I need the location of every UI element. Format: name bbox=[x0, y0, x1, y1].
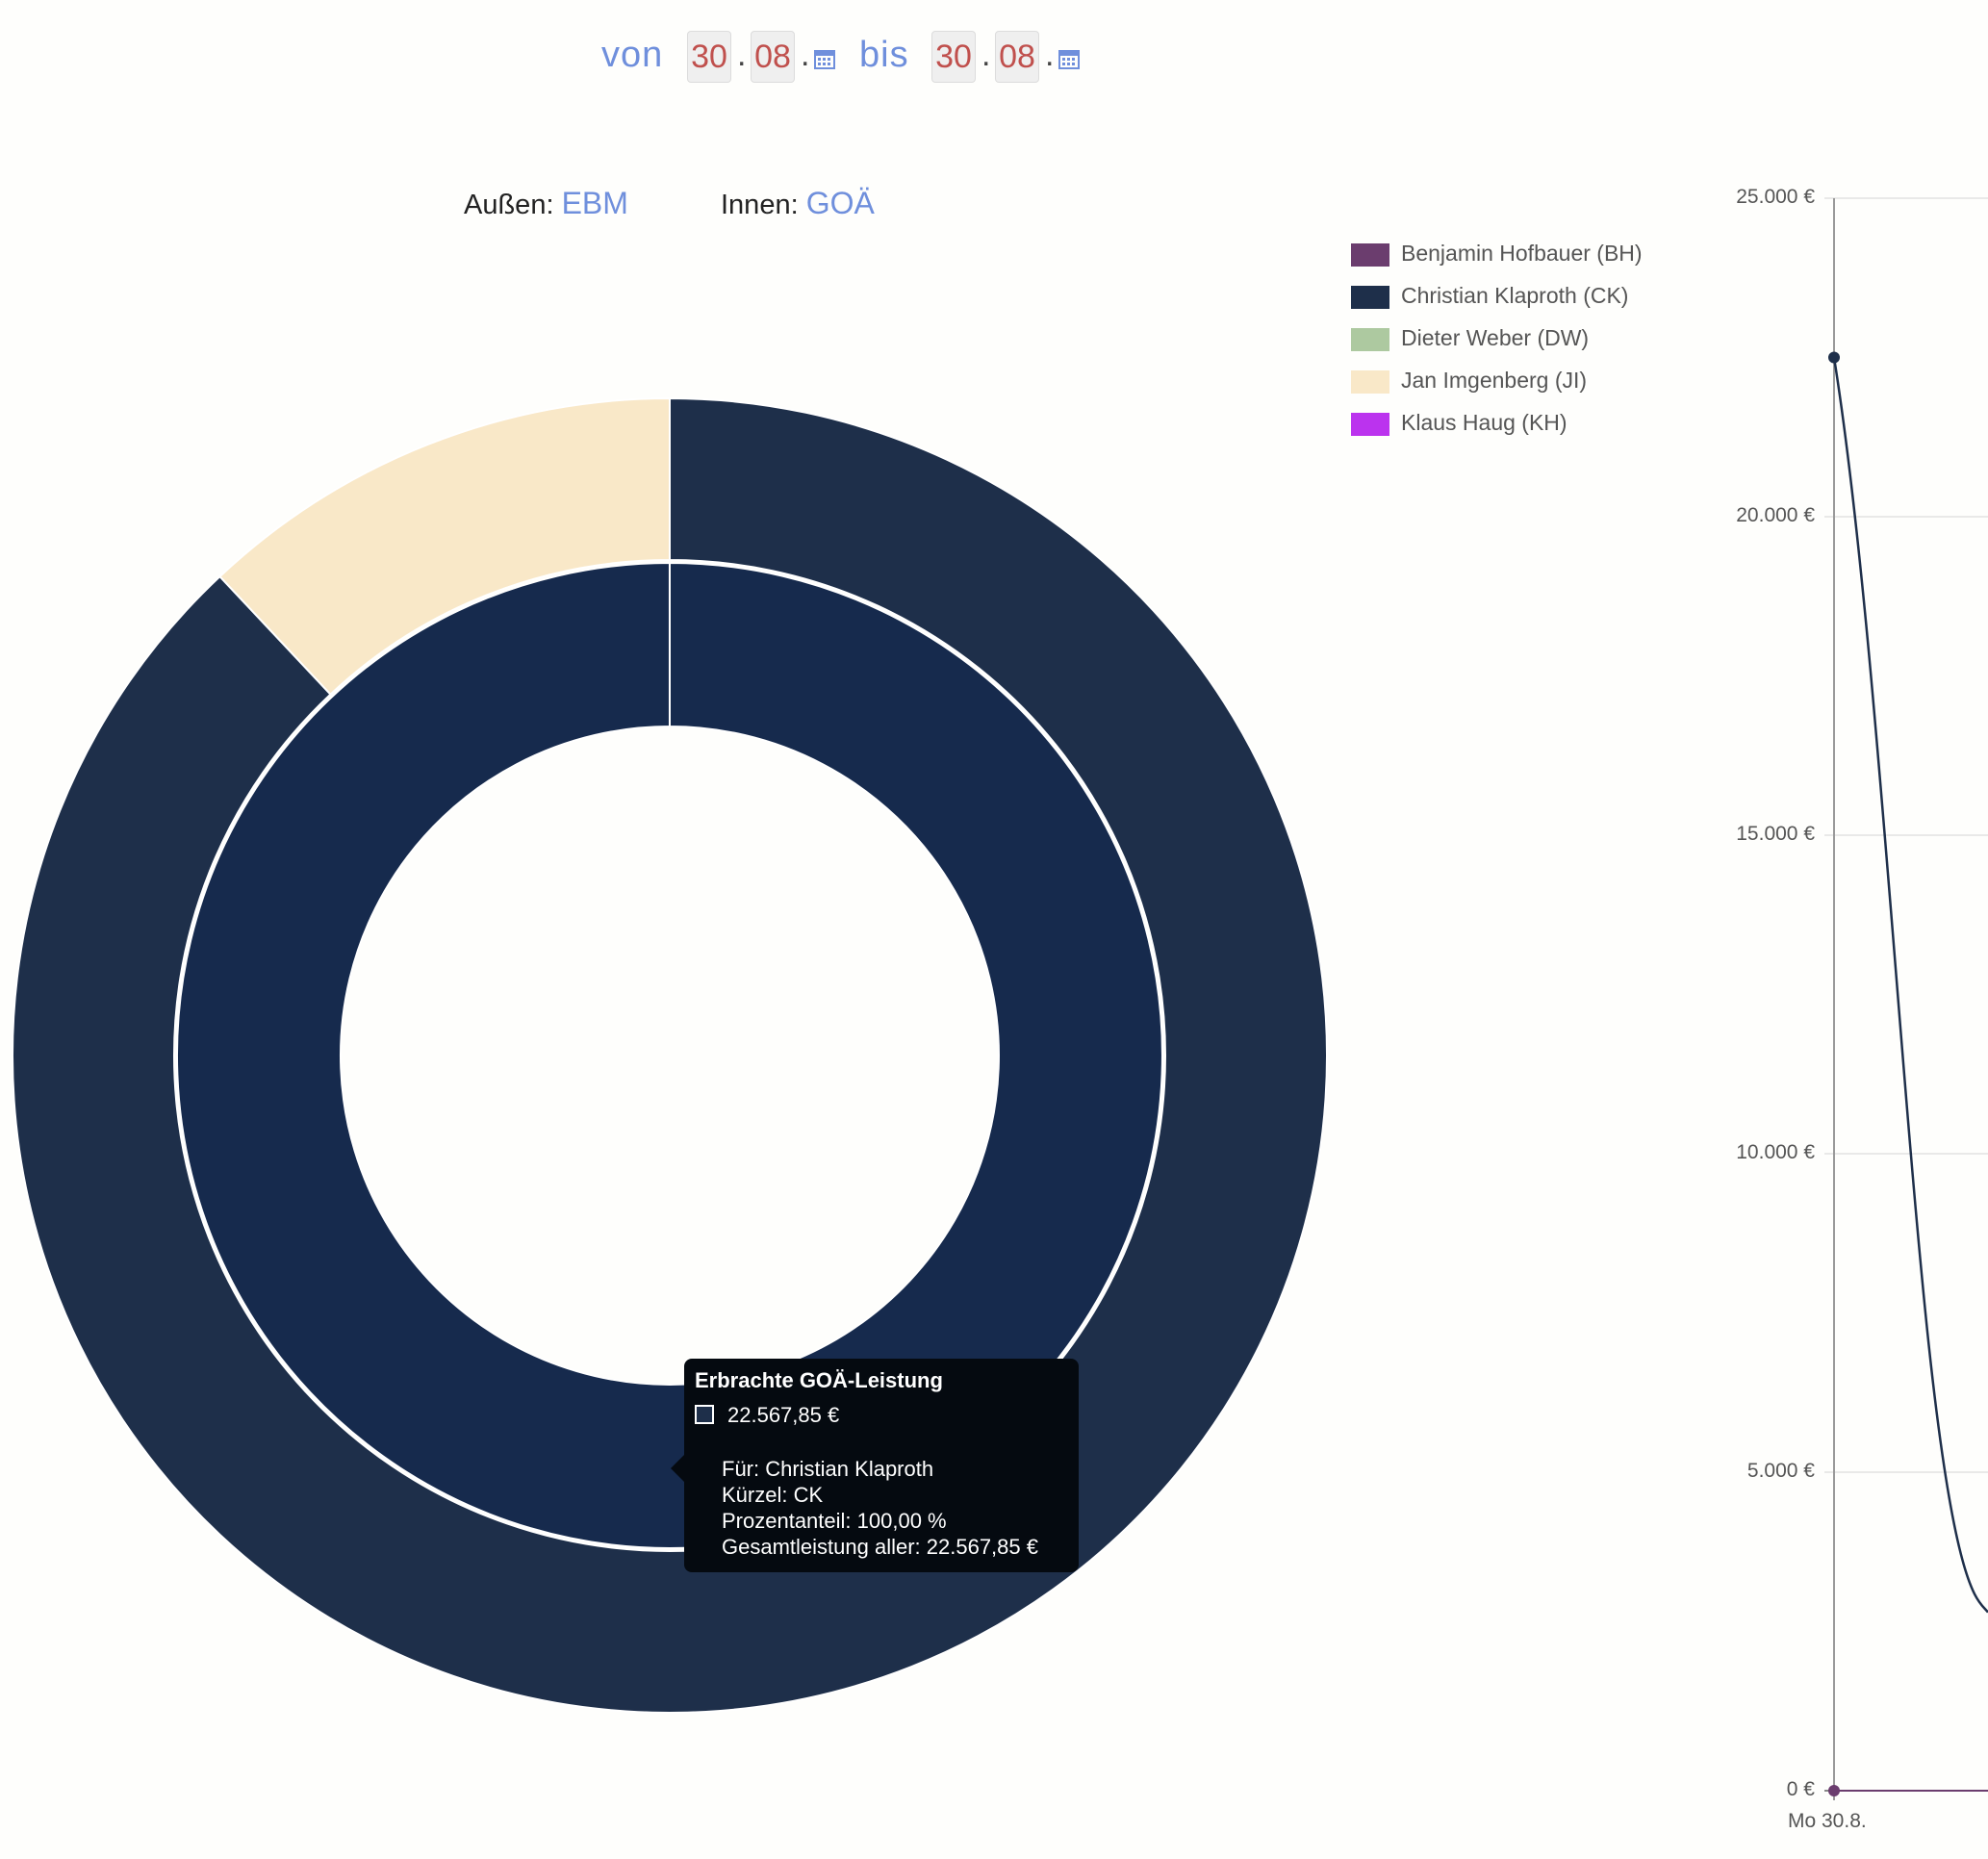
legend-label: Jan Imgenberg (JI) bbox=[1401, 368, 1588, 393]
legend-label: Benjamin Hofbauer (BH) bbox=[1401, 241, 1643, 266]
date-separator: . bbox=[981, 37, 991, 73]
x-axis-tick-label: Mo 30.8. bbox=[1788, 1810, 1867, 1832]
to-label: bis bbox=[859, 35, 909, 75]
tooltip-line: Prozentanteil: 100,00 % bbox=[722, 1509, 947, 1533]
outer-ring-title: Außen: EBM bbox=[464, 186, 628, 221]
date-filter: von 30 . 08 . bis 30 . 08 . bbox=[0, 0, 1087, 115]
y-tick-label: 5.000 € bbox=[1746, 1460, 1815, 1482]
outer-ring-label: Außen: bbox=[464, 190, 554, 220]
tooltip-value: 22.567,85 € bbox=[727, 1403, 840, 1427]
date-separator: . bbox=[737, 37, 747, 73]
tooltip-line: Kürzel: CK bbox=[722, 1483, 824, 1507]
legend-label: Klaus Haug (KH) bbox=[1401, 410, 1567, 435]
legend-swatch bbox=[1351, 328, 1389, 351]
from-day-input[interactable]: 30 bbox=[687, 31, 731, 83]
tooltip-line: Für: Christian Klaproth bbox=[722, 1457, 934, 1481]
from-label: von bbox=[601, 35, 664, 75]
tooltip-title: Erbrachte GOÄ-Leistung bbox=[695, 1368, 943, 1392]
from-month-input[interactable]: 08 bbox=[751, 31, 795, 83]
tooltip-line: Gesamtleistung aller: 22.567,85 € bbox=[722, 1535, 1038, 1559]
to-day-input[interactable]: 30 bbox=[931, 31, 976, 83]
y-tick-label: 0 € bbox=[1786, 1778, 1815, 1800]
calendar-icon[interactable] bbox=[814, 48, 835, 69]
doughnut-chart[interactable] bbox=[0, 0, 1347, 1732]
date-separator: . bbox=[1045, 37, 1055, 73]
data-point-bh[interactable] bbox=[1828, 1785, 1840, 1796]
y-tick-label: 25.000 € bbox=[1736, 186, 1815, 208]
data-point-ck[interactable] bbox=[1828, 351, 1840, 364]
to-month-input[interactable]: 08 bbox=[995, 31, 1039, 83]
legend-swatch bbox=[1351, 243, 1389, 267]
pie-slice-outer-1[interactable] bbox=[218, 396, 671, 696]
inner-ring-title: Innen: GOÄ bbox=[721, 186, 875, 221]
tooltip-swatch bbox=[695, 1405, 714, 1424]
legend-label: Christian Klaproth (CK) bbox=[1401, 283, 1629, 308]
inner-ring-value: GOÄ bbox=[805, 186, 875, 220]
y-tick-label: 15.000 € bbox=[1736, 823, 1815, 845]
pie-slice-inner-0[interactable] bbox=[175, 561, 1163, 1549]
outer-ring-value: EBM bbox=[561, 186, 628, 220]
y-tick-label: 10.000 € bbox=[1736, 1141, 1815, 1163]
legend-swatch bbox=[1351, 286, 1389, 309]
inner-ring-label: Innen: bbox=[721, 190, 799, 220]
legend-swatch bbox=[1351, 413, 1389, 436]
series-line-ck bbox=[1832, 357, 1988, 1614]
legend-label: Dieter Weber (DW) bbox=[1401, 325, 1590, 350]
calendar-icon[interactable] bbox=[1058, 48, 1080, 69]
date-separator: . bbox=[801, 37, 810, 73]
pie-slice-outer-0[interactable] bbox=[12, 396, 1328, 1714]
tooltip-arrow bbox=[671, 1455, 684, 1482]
chart-tooltip: Erbrachte GOÄ-Leistung 22.567,85 € Für: … bbox=[671, 1359, 1079, 1572]
y-tick-label: 20.000 € bbox=[1736, 504, 1815, 526]
legend-swatch bbox=[1351, 370, 1389, 394]
